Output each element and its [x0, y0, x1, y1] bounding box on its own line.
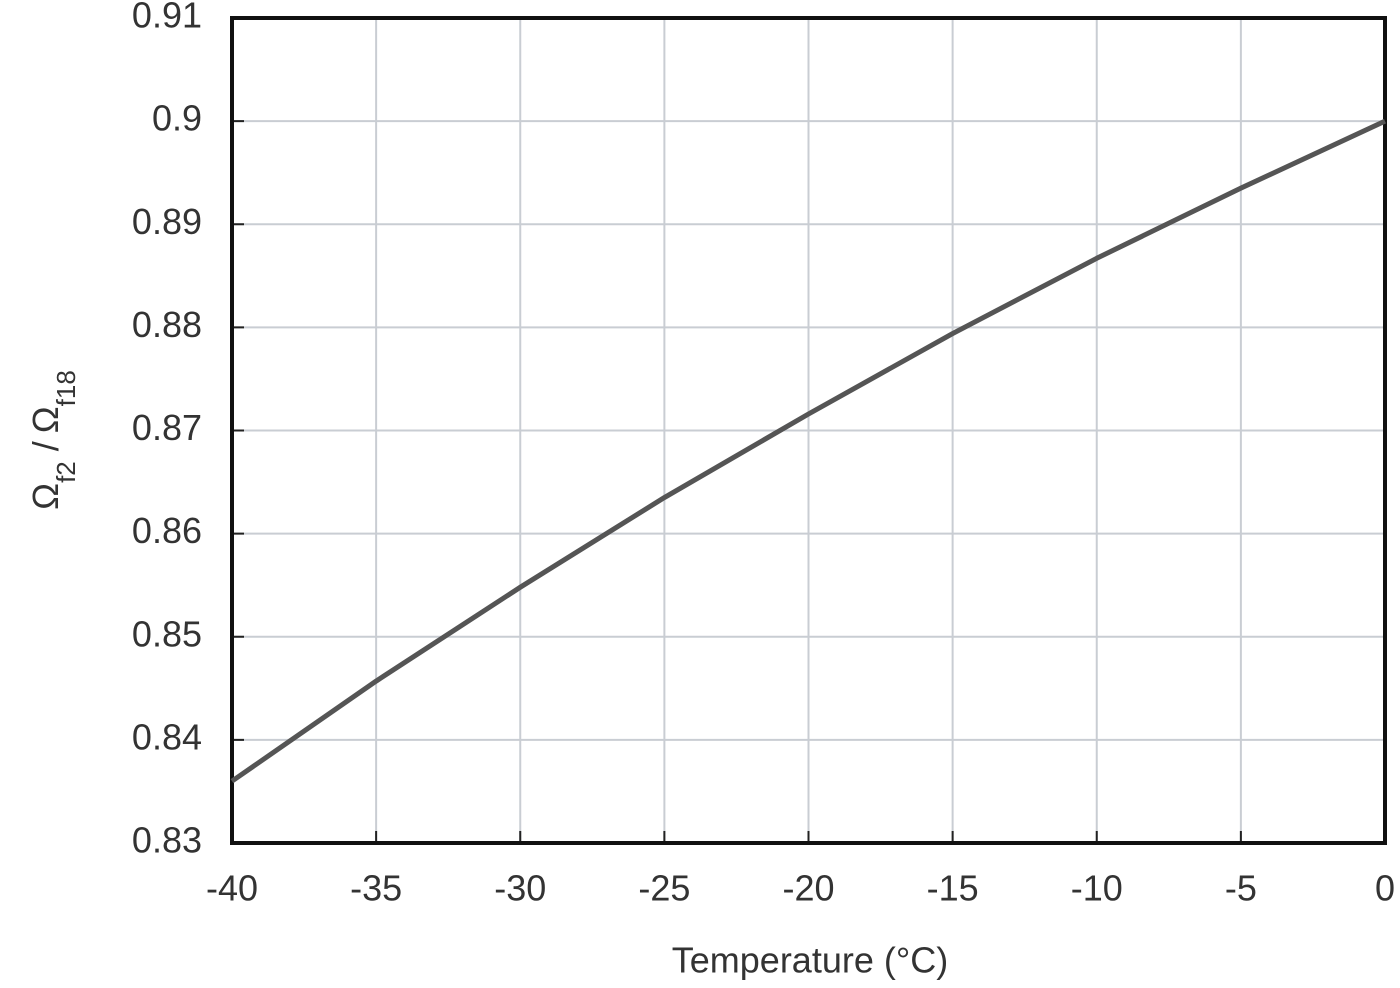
y-tick-label: 0.88: [132, 304, 202, 345]
y-label-part: /: [25, 441, 66, 451]
x-tick-label: -15: [927, 868, 979, 909]
x-tick-label: -5: [1225, 868, 1257, 909]
x-tick-label: -30: [494, 868, 546, 909]
x-tick-label: 0: [1375, 868, 1395, 909]
x-tick-label: -40: [206, 868, 258, 909]
y-label-part: Ω: [25, 483, 66, 510]
x-tick-label: -10: [1071, 868, 1123, 909]
y-tick-label: 0.91: [132, 0, 202, 36]
y-axis-label: Ωf2 / Ωf18: [25, 370, 81, 510]
x-tick-label: -25: [638, 868, 690, 909]
y-label-part: Ω: [25, 406, 66, 433]
y-tick-label: 0.85: [132, 613, 202, 654]
x-tick-label: -35: [350, 868, 402, 909]
y-tick-label: 0.87: [132, 407, 202, 448]
x-axis-label: Temperature (°C): [672, 940, 948, 981]
y-tick-label: 0.84: [132, 716, 202, 757]
plot-frame: [230, 16, 1387, 845]
data-line: [230, 118, 1387, 784]
y-label-part: f18: [51, 370, 81, 406]
y-axis-label-group: Ωf2 / Ωf18: [25, 370, 81, 510]
y-tick-label: 0.83: [132, 820, 202, 861]
y-tick-label: 0.9: [152, 98, 202, 139]
y-label-part: f2: [51, 461, 81, 483]
x-tick-label: -20: [782, 868, 834, 909]
y-tick-label: 0.86: [132, 510, 202, 551]
y-tick-label: 0.89: [132, 201, 202, 242]
